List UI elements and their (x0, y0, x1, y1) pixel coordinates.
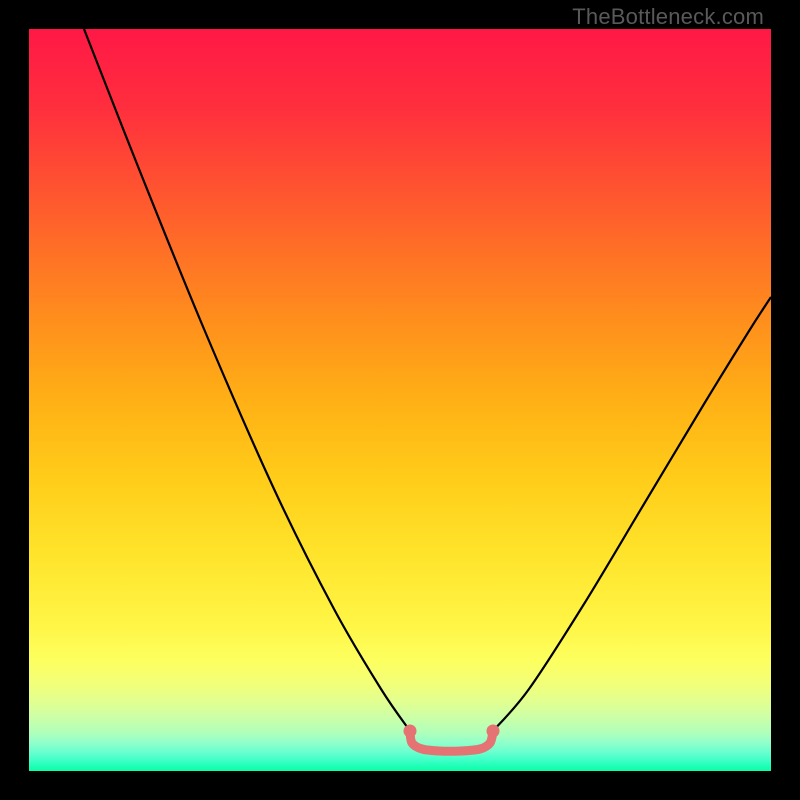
curve-right-branch (493, 297, 771, 731)
minimum-cap-right (487, 725, 500, 738)
chart-container: TheBottleneck.com (0, 0, 800, 800)
plot-area (29, 29, 771, 771)
minimum-marker (410, 731, 493, 751)
curve-left-branch (84, 29, 410, 731)
minimum-cap-left (404, 725, 417, 738)
watermark-text: TheBottleneck.com (572, 4, 764, 30)
curve-layer (29, 29, 771, 771)
